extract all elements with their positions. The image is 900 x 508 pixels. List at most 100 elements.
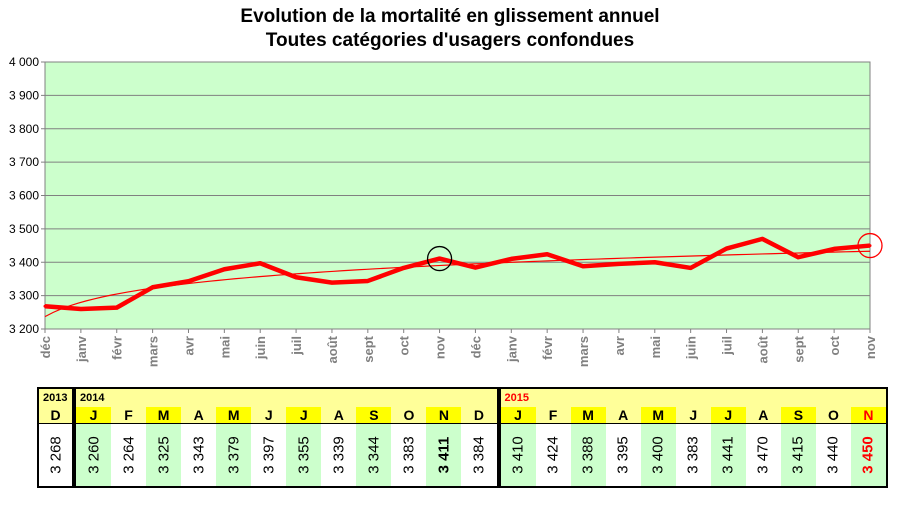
data-point bbox=[545, 252, 549, 256]
table-column: J 3 397 bbox=[251, 389, 287, 486]
x-tick-label: déc bbox=[38, 336, 53, 358]
value-text: 3 388 bbox=[579, 436, 597, 474]
month-label: N bbox=[850, 407, 886, 423]
data-point bbox=[509, 257, 513, 261]
value-cell: 3 441 bbox=[710, 423, 746, 486]
month-label: D bbox=[473, 407, 485, 423]
data-point bbox=[115, 306, 119, 310]
year-separator bbox=[72, 389, 76, 486]
month-label: J bbox=[76, 407, 112, 423]
table-column: M 3 400 bbox=[640, 389, 676, 486]
month-label: S bbox=[780, 407, 816, 423]
data-point bbox=[760, 237, 764, 241]
month-label: A bbox=[333, 407, 344, 423]
table-column: A 3 395 bbox=[605, 389, 641, 486]
table-column: J 3 441 bbox=[710, 389, 746, 486]
x-tick-label: janv bbox=[504, 335, 519, 363]
month-label: M bbox=[216, 407, 252, 423]
x-tick-label: avr bbox=[181, 336, 196, 356]
data-point bbox=[581, 264, 585, 268]
x-tick-label: juil bbox=[720, 336, 735, 356]
month-label: D bbox=[50, 407, 61, 423]
x-tick-label: oct bbox=[397, 335, 412, 355]
table-column: 2013 D 3 268 bbox=[39, 389, 72, 486]
table-column: O 3 383 bbox=[391, 389, 427, 486]
month-label: J bbox=[264, 407, 273, 423]
month-label: F bbox=[124, 407, 133, 423]
x-tick-label: août bbox=[755, 335, 770, 363]
table-column: M 3 325 bbox=[146, 389, 182, 486]
x-tick-label: sept bbox=[791, 335, 806, 362]
year-label: 2015 bbox=[504, 392, 529, 404]
data-point bbox=[689, 266, 693, 270]
value-text: 3 440 bbox=[824, 436, 842, 474]
value-cell: 3 383 bbox=[675, 423, 711, 486]
data-point bbox=[473, 266, 477, 270]
value-text: 3 384 bbox=[470, 436, 488, 474]
data-point bbox=[186, 279, 190, 283]
table-column: M 3 379 bbox=[216, 389, 252, 486]
value-cell: 3 384 bbox=[461, 423, 497, 486]
data-point bbox=[617, 262, 621, 266]
x-tick-label: juin bbox=[684, 336, 699, 360]
value-cell: 3 379 bbox=[216, 423, 252, 486]
year-label: 2013 bbox=[43, 392, 68, 404]
month-label: M bbox=[640, 407, 676, 423]
table-column: S 3 344 bbox=[356, 389, 392, 486]
value-text: 3 260 bbox=[85, 436, 103, 474]
x-tick-label: nov bbox=[433, 335, 448, 359]
x-tick-label: déc bbox=[468, 336, 483, 358]
value-text: 3 395 bbox=[614, 436, 632, 474]
y-tick-label: 3 800 bbox=[9, 122, 39, 136]
x-tick-label: mai bbox=[648, 336, 663, 358]
y-tick-label: 3 700 bbox=[9, 155, 39, 169]
month-label: A bbox=[193, 407, 204, 423]
value-text: 3 450 bbox=[859, 436, 877, 474]
value-cell: 3 344 bbox=[356, 423, 392, 486]
value-cell: 3 440 bbox=[815, 423, 851, 486]
value-cell: 3 383 bbox=[391, 423, 427, 486]
value-text: 3 343 bbox=[190, 436, 208, 474]
data-point bbox=[294, 275, 298, 279]
value-text: 3 397 bbox=[260, 436, 278, 474]
data-point bbox=[258, 261, 262, 265]
value-cell: 3 268 bbox=[39, 423, 72, 486]
value-cell: 3 260 bbox=[76, 423, 112, 486]
data-point bbox=[725, 247, 729, 251]
value-cell: 3 343 bbox=[181, 423, 217, 486]
data-point bbox=[653, 260, 657, 264]
value-text: 3 383 bbox=[684, 436, 702, 474]
value-cell: 3 264 bbox=[111, 423, 147, 486]
table-column: M 3 388 bbox=[570, 389, 606, 486]
month-label: F bbox=[548, 407, 558, 423]
table-column: J 3 355 bbox=[286, 389, 322, 486]
x-tick-label: nov bbox=[863, 335, 878, 359]
value-cell: 3 411 bbox=[426, 423, 462, 486]
x-tick-label: avr bbox=[612, 336, 627, 356]
data-point bbox=[222, 267, 226, 271]
value-text: 3 410 bbox=[509, 436, 527, 474]
data-point bbox=[79, 307, 83, 311]
data-point bbox=[330, 281, 334, 285]
month-label: A bbox=[618, 407, 629, 423]
chart-title: Evolution de la mortalité en glissement … bbox=[240, 6, 660, 27]
value-cell: 3 410 bbox=[500, 423, 536, 486]
table-column: N 3 411 bbox=[426, 389, 462, 486]
x-tick-label: oct bbox=[827, 335, 842, 355]
month-label: J bbox=[500, 407, 536, 423]
value-cell: 3 325 bbox=[146, 423, 182, 486]
y-tick-label: 3 400 bbox=[9, 255, 39, 269]
x-tick-label: août bbox=[325, 335, 340, 363]
table-column: 2015 J 3 410 bbox=[500, 389, 536, 486]
year-separator bbox=[496, 389, 501, 486]
table-column: A 3 470 bbox=[745, 389, 781, 486]
value-cell: 3 470 bbox=[745, 423, 781, 486]
year-label: 2014 bbox=[80, 392, 105, 404]
table-column: F 3 424 bbox=[535, 389, 571, 486]
value-text: 3 411 bbox=[435, 436, 453, 474]
value-cell: 3 424 bbox=[535, 423, 571, 486]
month-label: N bbox=[426, 407, 462, 423]
value-text: 3 355 bbox=[295, 436, 313, 474]
y-tick-label: 4 000 bbox=[9, 55, 39, 69]
month-label: M bbox=[146, 407, 182, 423]
